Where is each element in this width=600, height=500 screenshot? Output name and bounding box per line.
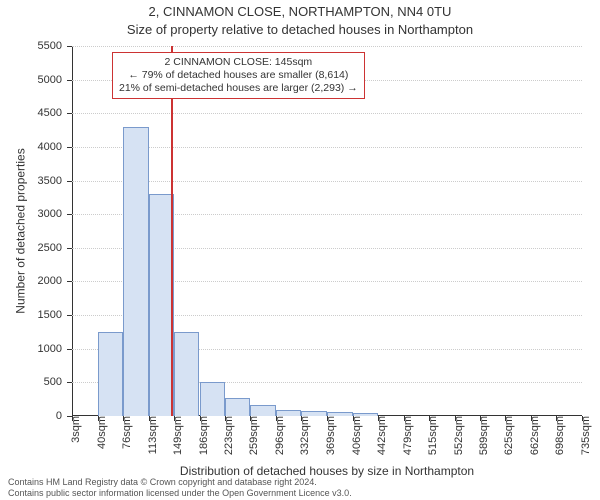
- chart-title-sub: Size of property relative to detached ho…: [0, 22, 600, 37]
- histogram-bar: [250, 405, 276, 416]
- y-tick-label: 5000: [38, 74, 72, 86]
- x-tick-label: 259sqm: [240, 416, 260, 455]
- x-tick-label: 296sqm: [266, 416, 286, 455]
- y-tick-label: 5500: [38, 40, 72, 52]
- x-tick-label: 442sqm: [368, 416, 388, 455]
- property-marker-line: [171, 46, 173, 416]
- histogram-bar: [200, 382, 226, 416]
- y-tick-label: 3500: [38, 175, 72, 187]
- y-tick-label: 2500: [38, 242, 72, 254]
- x-tick-label: 40sqm: [88, 416, 108, 449]
- x-tick-label: 735sqm: [572, 416, 592, 455]
- annotation-line-2: ← 79% of detached houses are smaller (8,…: [119, 69, 358, 82]
- x-tick-label: 3sqm: [62, 416, 82, 443]
- footer-line-1: Contains HM Land Registry data © Crown c…: [8, 477, 352, 487]
- x-tick-label: 223sqm: [215, 416, 235, 455]
- histogram-bar: [225, 398, 250, 416]
- plot-area: 0500100015002000250030003500400045005000…: [72, 46, 582, 416]
- y-tick-label: 3000: [38, 208, 72, 220]
- x-tick-label: 186sqm: [190, 416, 210, 455]
- annotation-box: 2 CINNAMON CLOSE: 145sqm← 79% of detache…: [112, 52, 365, 99]
- annotation-line-1: 2 CINNAMON CLOSE: 145sqm: [119, 56, 358, 69]
- x-tick-label: 479sqm: [394, 416, 414, 455]
- x-tick-label: 406sqm: [343, 416, 363, 455]
- annotation-line-3: 21% of semi-detached houses are larger (…: [119, 82, 358, 95]
- y-tick-label: 4000: [38, 141, 72, 153]
- x-tick-label: 76sqm: [113, 416, 133, 449]
- histogram-bar: [174, 332, 200, 416]
- chart-title-main: 2, CINNAMON CLOSE, NORTHAMPTON, NN4 0TU: [0, 4, 600, 19]
- y-tick-label: 2000: [38, 275, 72, 287]
- y-axis-label-text: Number of detached properties: [14, 148, 28, 313]
- x-tick-label: 625sqm: [495, 416, 515, 455]
- x-tick-label: 149sqm: [164, 416, 184, 455]
- y-axis-label: Number of detached properties: [14, 46, 28, 416]
- histogram-bar: [353, 413, 378, 416]
- histogram-bar: [98, 332, 123, 416]
- y-tick-label: 1500: [38, 309, 72, 321]
- y-tick-label: 4500: [38, 107, 72, 119]
- gridline-h: [72, 46, 582, 47]
- x-tick-label: 698sqm: [546, 416, 566, 455]
- gridline-h: [72, 113, 582, 114]
- x-tick-label: 113sqm: [139, 416, 159, 454]
- y-tick-label: 1000: [38, 343, 72, 355]
- x-tick-label: 332sqm: [291, 416, 311, 455]
- histogram-bar: [123, 127, 149, 416]
- x-tick-label: 369sqm: [317, 416, 337, 455]
- y-tick-label: 500: [44, 376, 72, 388]
- x-tick-label: 662sqm: [521, 416, 541, 455]
- x-axis-label: Distribution of detached houses by size …: [72, 464, 582, 478]
- histogram-bar: [276, 410, 301, 416]
- histogram-bar: [301, 411, 327, 416]
- histogram-bar: [327, 412, 353, 416]
- x-tick-label: 589sqm: [470, 416, 490, 455]
- chart-footer: Contains HM Land Registry data © Crown c…: [8, 477, 352, 498]
- x-tick-label: 515sqm: [419, 416, 439, 455]
- x-tick-label: 552sqm: [445, 416, 465, 455]
- footer-line-2: Contains public sector information licen…: [8, 488, 352, 498]
